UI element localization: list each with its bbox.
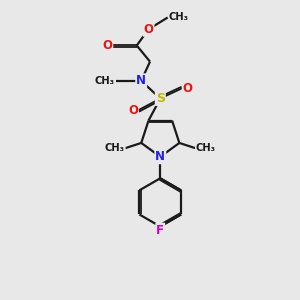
Text: CH₃: CH₃	[95, 76, 115, 86]
Text: N: N	[155, 150, 165, 163]
Text: CH₃: CH₃	[105, 143, 125, 153]
Text: O: O	[183, 82, 193, 95]
Text: CH₃: CH₃	[196, 143, 216, 153]
Text: S: S	[156, 92, 165, 105]
Text: CH₃: CH₃	[169, 13, 189, 22]
Text: F: F	[156, 224, 164, 237]
Text: O: O	[143, 23, 154, 36]
Text: N: N	[136, 74, 146, 87]
Text: O: O	[128, 104, 138, 117]
Text: O: O	[102, 39, 112, 52]
